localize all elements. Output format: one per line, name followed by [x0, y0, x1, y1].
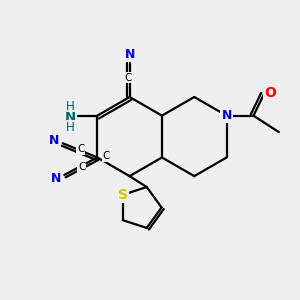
Text: C: C — [78, 162, 85, 172]
Text: N: N — [221, 109, 232, 122]
Text: N: N — [51, 172, 61, 185]
Text: N: N — [49, 134, 60, 147]
Text: N: N — [65, 111, 76, 124]
Text: O: O — [265, 86, 276, 100]
Text: S: S — [118, 188, 128, 202]
Text: N: N — [124, 48, 135, 61]
Text: C: C — [77, 145, 85, 154]
Text: C: C — [124, 73, 132, 82]
Text: H: H — [66, 100, 75, 112]
Text: C: C — [103, 151, 110, 161]
Text: H: H — [66, 121, 75, 134]
